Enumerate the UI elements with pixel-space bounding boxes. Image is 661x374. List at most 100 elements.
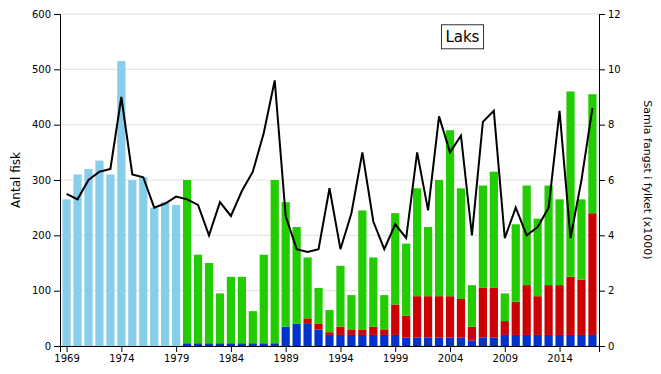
bar	[555, 199, 563, 285]
bar	[347, 335, 355, 346]
bar	[479, 186, 487, 288]
tick: 1969	[54, 346, 79, 364]
bar	[391, 335, 399, 346]
bar	[479, 338, 487, 346]
bar	[95, 160, 103, 161]
bar	[336, 335, 344, 346]
tick-mark	[599, 125, 605, 126]
axis-line	[61, 347, 600, 353]
bar	[446, 130, 454, 296]
line	[67, 80, 593, 252]
bar	[588, 335, 596, 346]
bar	[435, 180, 443, 296]
x-axis: 1969197419791984198919941999200420092014	[54, 346, 599, 364]
bar	[325, 332, 333, 335]
bar	[555, 335, 563, 346]
bar	[62, 199, 70, 200]
bar	[435, 296, 443, 338]
bar	[314, 329, 322, 346]
tick-mark	[560, 346, 561, 352]
tick-mark	[599, 291, 605, 292]
chart: 1969197419791984198919941999200420092014…	[0, 0, 661, 374]
tick-mark	[599, 69, 605, 70]
tick-mark	[176, 346, 177, 352]
bar	[402, 244, 410, 316]
tick-label: 1989	[273, 353, 298, 364]
bar	[380, 329, 388, 335]
bar	[238, 277, 246, 343]
bar	[577, 335, 585, 346]
bar	[424, 227, 432, 296]
axis-line	[54, 15, 61, 347]
tick: 500	[32, 64, 60, 75]
bar	[128, 180, 136, 181]
tick-label: 1994	[328, 353, 353, 364]
tick-label: 100	[32, 285, 51, 296]
bar	[183, 180, 191, 343]
bar	[303, 324, 311, 346]
tick-mark	[231, 346, 232, 352]
bar	[216, 293, 224, 343]
tick: 6	[599, 175, 614, 186]
bar	[205, 343, 213, 346]
bar	[512, 302, 520, 335]
tick-label: 6	[608, 175, 614, 186]
bar	[205, 263, 213, 343]
bar	[544, 285, 552, 335]
bar	[314, 288, 322, 324]
bar	[369, 257, 377, 326]
tick-label: 300	[32, 175, 51, 186]
tick-label: 2009	[493, 353, 518, 364]
annotation-text: Laks	[445, 28, 479, 46]
annotation: Laks	[441, 25, 483, 49]
tick: 1984	[219, 346, 244, 364]
bar	[216, 343, 224, 346]
tick-label: 2004	[438, 353, 463, 364]
tick-label: 4	[608, 230, 614, 241]
bar	[227, 343, 235, 346]
bar	[523, 335, 531, 346]
tick-mark	[54, 346, 60, 347]
bar	[424, 296, 432, 338]
tick-mark	[286, 346, 287, 352]
bar	[271, 343, 279, 346]
bar	[402, 338, 410, 346]
bar	[380, 295, 388, 329]
tick-label: 500	[32, 64, 51, 75]
bar	[128, 180, 136, 181]
bar	[479, 288, 487, 338]
tick-mark	[395, 346, 396, 352]
tick-mark	[340, 346, 341, 352]
tick-label: 1974	[109, 353, 134, 364]
bar	[172, 204, 180, 205]
tick: 100	[32, 285, 60, 296]
tick-mark	[54, 69, 60, 70]
bar	[325, 335, 333, 346]
bar	[512, 224, 520, 301]
bar	[490, 172, 498, 288]
bar	[490, 338, 498, 346]
bar	[358, 210, 366, 329]
tick-mark	[121, 346, 122, 352]
tick: 2	[599, 285, 614, 296]
bar	[358, 329, 366, 335]
bar	[391, 305, 399, 335]
tick-label: 2014	[547, 353, 572, 364]
bar	[303, 318, 311, 324]
tick: 2004	[438, 346, 463, 364]
bar	[566, 91, 574, 276]
bar	[194, 343, 202, 346]
bar	[577, 280, 585, 335]
bar	[413, 338, 421, 346]
bar	[303, 257, 311, 318]
tick-label: 10	[608, 64, 621, 75]
bar	[172, 204, 180, 205]
tick-mark	[599, 180, 605, 181]
bar	[249, 343, 257, 346]
tick-label: 600	[32, 9, 51, 20]
tick-label: 2	[608, 285, 614, 296]
bar	[555, 285, 563, 335]
y2-axis: 024681012	[599, 9, 621, 352]
bar	[106, 174, 114, 175]
bar	[534, 335, 542, 346]
